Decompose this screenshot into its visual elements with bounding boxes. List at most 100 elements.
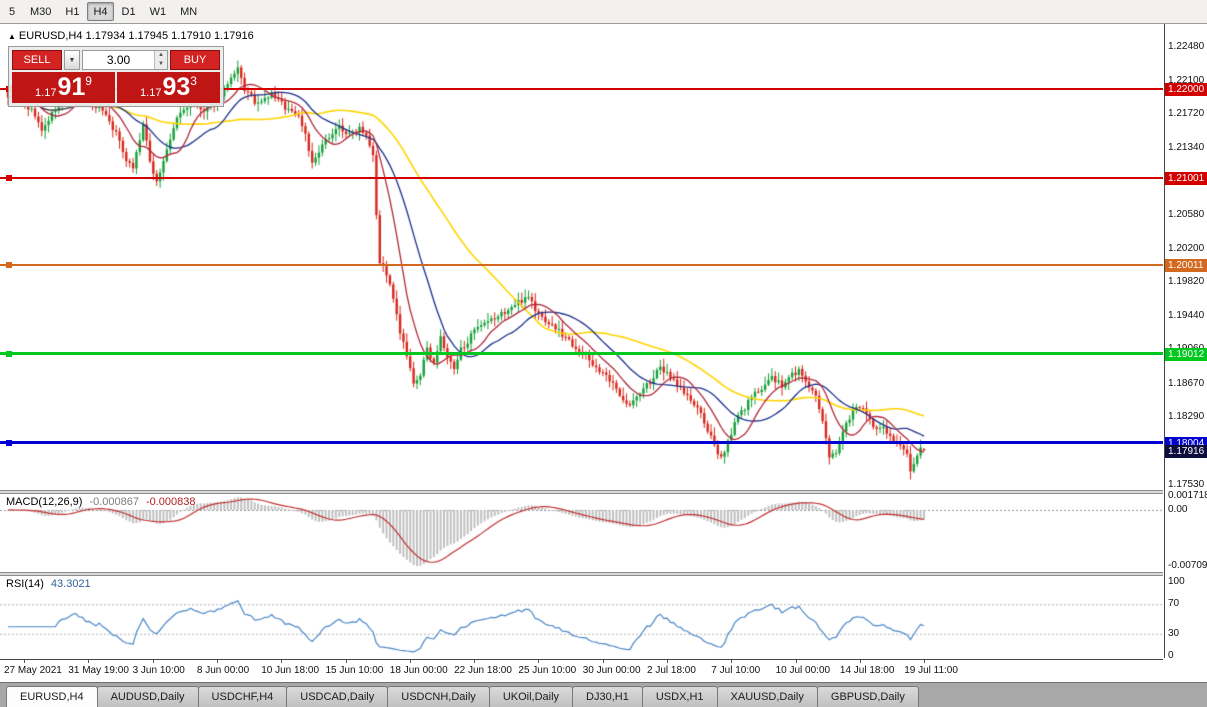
price-axis-tick: 1.17530 xyxy=(1168,478,1205,490)
price-axis-level-box-1.22000: 1.22000 xyxy=(1165,83,1207,97)
time-axis-label: 18 Jun 00:00 xyxy=(389,665,448,676)
hline-handle[interactable] xyxy=(6,350,12,357)
order-type-dropdown-icon[interactable]: ▼ xyxy=(64,50,80,70)
time-axis-label: 22 Jun 18:00 xyxy=(454,665,512,676)
time-axis-label: 31 May 19:00 xyxy=(68,665,129,676)
rsi-pane[interactable]: RSI(14) 43.3021 xyxy=(0,576,1163,658)
chart-tab-usdcnh-daily[interactable]: USDCNH,Daily xyxy=(387,686,490,707)
time-axis-tick xyxy=(667,660,668,663)
chart-tab-gbpusd-daily[interactable]: GBPUSD,Daily xyxy=(816,686,919,707)
rsi-label: RSI(14) 43.3021 xyxy=(6,578,91,590)
timeframe-button-h4[interactable]: H4 xyxy=(87,2,114,21)
chart-tab-ukoil-daily[interactable]: UKOil,Daily xyxy=(488,686,574,707)
time-axis-label: 2 Jul 18:00 xyxy=(647,665,696,676)
sell-button[interactable]: SELL xyxy=(12,50,62,70)
rsi-canvas[interactable] xyxy=(0,576,1163,658)
chart-tab-audusd-daily[interactable]: AUDUSD,Daily xyxy=(96,686,199,707)
time-axis-tick xyxy=(924,660,926,663)
price-axis-tick: 1.19440 xyxy=(1168,309,1205,321)
time-axis-label: 15 Jun 10:00 xyxy=(325,665,384,676)
price-axis-tick: 1.19820 xyxy=(1168,276,1205,288)
chart-tab-usdcad-daily[interactable]: USDCAD,Daily xyxy=(286,686,389,707)
price-axis-tick: 1.22100 xyxy=(1168,74,1205,86)
pane-separator[interactable] xyxy=(0,490,1163,494)
macd-name: MACD(12,26,9) xyxy=(6,496,83,508)
price-axis-tick: 1.18670 xyxy=(1168,377,1205,389)
hline-handle[interactable] xyxy=(6,262,12,269)
time-axis-tick xyxy=(281,660,283,663)
buy-price-sup: 3 xyxy=(190,74,197,88)
macd-label: MACD(12,26,9) -0.000867 -0.000838 xyxy=(6,496,196,508)
hline-handle[interactable] xyxy=(6,439,12,446)
timeframe-button-d1[interactable]: D1 xyxy=(121,6,136,18)
hline-1.18004[interactable] xyxy=(0,439,1163,446)
buy-button[interactable]: BUY xyxy=(170,50,220,70)
time-axis-tick xyxy=(602,660,604,663)
price-axis-tick: 1.21720 xyxy=(1168,108,1205,120)
hline-1.20011[interactable] xyxy=(0,262,1163,269)
time-axis-tick xyxy=(474,660,476,663)
chart-tab-usdchf-h4[interactable]: USDCHF,H4 xyxy=(197,686,288,707)
time-axis-label: 3 Jun 10:00 xyxy=(132,665,185,676)
chart-tab-dj30-h1[interactable]: DJ30,H1 xyxy=(572,686,643,707)
time-axis-tick xyxy=(345,660,347,663)
price-axis-level-box-1.21001: 1.21001 xyxy=(1165,171,1207,185)
chart-tab-usdx-h1[interactable]: USDX,H1 xyxy=(641,686,718,707)
hline-handle[interactable] xyxy=(6,174,12,181)
time-axis-tick xyxy=(88,660,90,663)
time-axis-tick xyxy=(152,660,154,663)
rsi-name: RSI(14) xyxy=(6,578,44,590)
timeframe-button-h1[interactable]: H1 xyxy=(65,6,80,18)
timeframe-button-mn[interactable]: MN xyxy=(180,6,198,18)
sell-price-big: 91 xyxy=(57,73,86,101)
macd-axis-label: -0.00709 xyxy=(1168,559,1207,571)
time-axis-tick xyxy=(409,660,411,663)
price-axis-level-box-1.19012: 1.19012 xyxy=(1165,347,1207,361)
one-click-trading-panel: SELL ▼ ▲ ▼ BUY 1.17 91 9 1.1 xyxy=(8,46,224,107)
chart-tabs: EURUSD,H4 AUDUSD,Daily USDCHF,H4 USDCAD,Dai… xyxy=(0,682,1207,707)
sell-price-sup: 9 xyxy=(85,74,92,88)
timeframe-button-m30[interactable]: M30 xyxy=(30,6,52,18)
macd-signal-value: -0.000838 xyxy=(145,496,196,508)
timeframe-button-w1[interactable]: W1 xyxy=(149,6,167,18)
timeframe-button-5[interactable]: 5 xyxy=(8,6,16,18)
macd-canvas[interactable] xyxy=(0,494,1163,572)
time-axis-label: 19 Jul 11:00 xyxy=(904,665,958,676)
time-axis-tick xyxy=(24,660,25,663)
volume-spin-down-icon[interactable]: ▼ xyxy=(155,60,167,69)
time-axis-tick xyxy=(216,660,218,663)
collapse-panel-icon[interactable]: ▲ xyxy=(8,32,16,41)
chart-tab-eurusd-h4[interactable]: EURUSD,H4 xyxy=(6,686,98,707)
volume-input[interactable] xyxy=(83,51,154,69)
time-axis-label: 14 Jul 18:00 xyxy=(839,665,895,676)
time-axis-label: 30 Jun 00:00 xyxy=(582,665,641,676)
macd-axis-label: 0.001718 xyxy=(1168,490,1207,502)
price-axis[interactable]: 1.224801.221001.217201.213401.209601.205… xyxy=(1164,24,1207,661)
macd-axis-label: 0.00 xyxy=(1168,504,1188,515)
buy-price-prefix: 1.17 xyxy=(140,87,162,99)
buy-price-box[interactable]: 1.17 93 3 xyxy=(117,72,220,103)
rsi-axis-label: 70 xyxy=(1168,598,1180,610)
pane-separator[interactable] xyxy=(0,572,1163,576)
chart-tab-xauusd-daily[interactable]: XAUUSD,Daily xyxy=(716,686,818,707)
timeframe-toolbar: 5 M30 H1 H4 D1 W1 MN xyxy=(0,0,1207,24)
time-axis-label: 7 Jul 10:00 xyxy=(711,665,761,676)
price-axis-tick: 1.20200 xyxy=(1168,242,1205,254)
macd-main-value: -0.000867 xyxy=(89,496,139,508)
price-axis-tick: 1.21340 xyxy=(1168,141,1205,153)
price-chart-pane[interactable]: ▲ EURUSD,H4 1.17934 1.17945 1.17910 1.179… xyxy=(0,24,1163,490)
buy-price-big: 93 xyxy=(162,73,191,101)
time-axis-label: 10 Jul 00:00 xyxy=(775,665,831,676)
sell-price-box[interactable]: 1.17 91 9 xyxy=(12,72,115,103)
time-axis-label: 8 Jun 00:00 xyxy=(196,665,250,676)
time-axis-label: 25 Jun 10:00 xyxy=(518,665,577,676)
hline-1.21001[interactable] xyxy=(0,174,1163,181)
time-axis[interactable]: 27 May 2021 31 May 19:00 3 Jun 10:00 8 Jun … xyxy=(0,659,1163,682)
symbol-ohlc-text: EURUSD,H4 1.17934 1.17945 1.17910 1.1791… xyxy=(18,30,254,42)
rsi-axis-label: 0 xyxy=(1168,650,1174,661)
time-axis-tick xyxy=(731,660,733,663)
macd-pane[interactable]: MACD(12,26,9) -0.000867 -0.000838 xyxy=(0,494,1163,572)
volume-spin-up-icon[interactable]: ▲ xyxy=(155,51,167,60)
hline-1.19012[interactable] xyxy=(0,350,1163,357)
sell-price-prefix: 1.17 xyxy=(35,87,57,99)
